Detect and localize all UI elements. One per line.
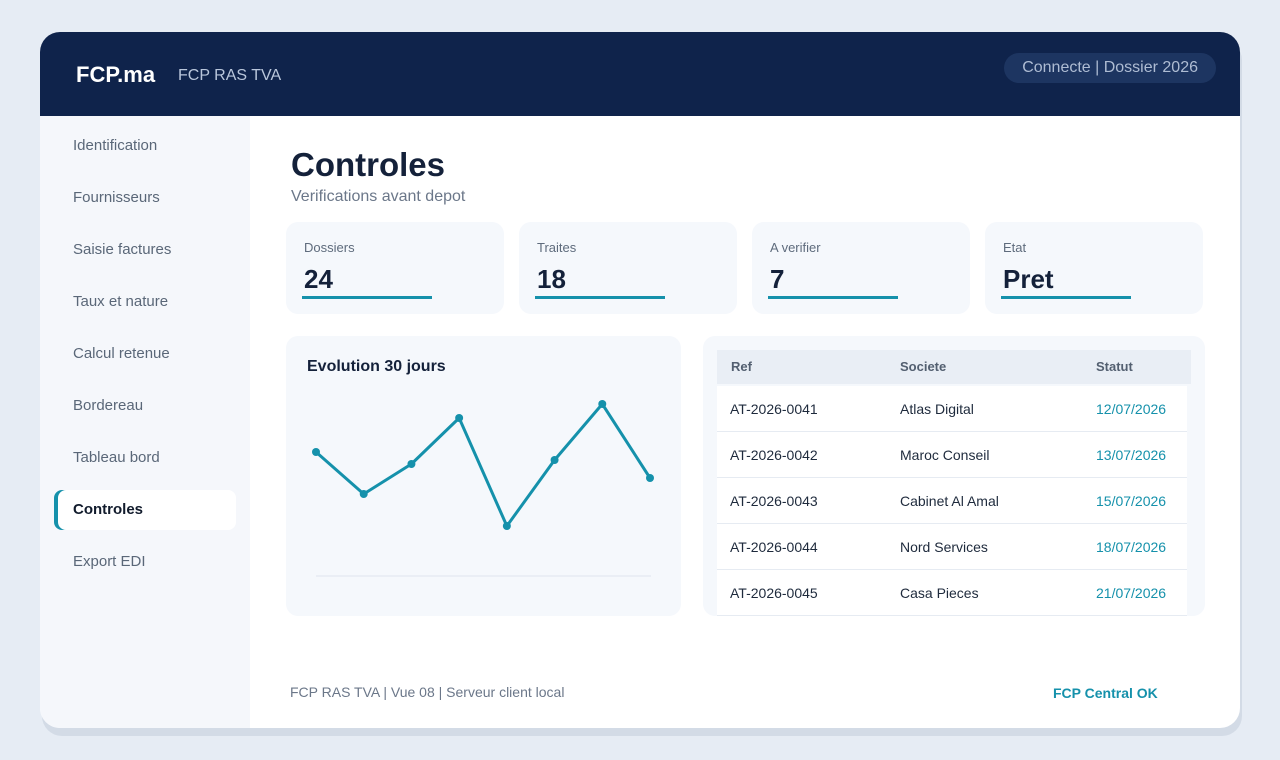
series-points — [312, 400, 654, 530]
table-header: Ref Societe Statut — [717, 350, 1191, 384]
table-row[interactable]: AT-2026-0043 Cabinet Al Amal 15/07/2026 — [717, 478, 1187, 524]
cell-ref: AT-2026-0044 — [730, 539, 818, 555]
top-bar: FCP.ma FCP RAS TVA Connecte | Dossier 20… — [40, 32, 1240, 116]
sidebar-item-export-edi[interactable]: Export EDI — [73, 553, 146, 570]
page-subtitle: Verifications avant depot — [291, 188, 466, 205]
sidebar: Identification Fournisseurs Saisie factu… — [40, 116, 250, 728]
kpi-value: Pret — [1003, 264, 1054, 294]
data-point[interactable] — [550, 456, 559, 464]
cell-ref: AT-2026-0045 — [730, 585, 818, 601]
sidebar-item-tableau-bord[interactable]: Tableau bord — [73, 449, 160, 466]
kpi-underline — [1001, 296, 1131, 299]
column-header-ref[interactable]: Ref — [731, 359, 752, 374]
cell-societe: Maroc Conseil — [900, 447, 990, 463]
sidebar-item-identification[interactable]: Identification — [73, 137, 158, 154]
sidebar-item-taux-et-nature[interactable]: Taux et nature — [73, 293, 169, 310]
table-row[interactable]: AT-2026-0041 Atlas Digital 12/07/2026 — [717, 386, 1187, 432]
kpi-card-etat: Etat Pret — [985, 222, 1203, 314]
connection-status-badge: Connecte | Dossier 2026 — [1004, 53, 1216, 83]
kpi-value: 24 — [304, 264, 333, 294]
cell-ref: AT-2026-0041 — [730, 401, 818, 417]
line-chart — [312, 400, 654, 577]
chart-title: Evolution 30 jours — [307, 358, 446, 375]
cell-societe: Nord Services — [900, 539, 988, 555]
kpi-label: Traites — [537, 240, 577, 255]
records-table: Ref Societe Statut AT-2026-0041 Atlas Di… — [703, 336, 1205, 616]
data-point[interactable] — [312, 448, 320, 456]
app-subtitle: FCP RAS TVA — [178, 67, 282, 84]
brand-logo[interactable]: FCP.ma — [76, 62, 156, 87]
sidebar-item-saisie-factures[interactable]: Saisie factures — [73, 241, 172, 258]
sidebar-item-controles[interactable]: Controles — [54, 490, 236, 530]
data-point[interactable] — [359, 490, 368, 498]
sidebar-item-calcul-retenue[interactable]: Calcul retenue — [73, 345, 170, 362]
data-point[interactable] — [598, 400, 607, 408]
sidebar-item-bordereau[interactable]: Bordereau — [73, 397, 144, 414]
kpi-underline — [535, 296, 665, 299]
series-line — [315, 402, 652, 528]
cell-ref: AT-2026-0043 — [730, 493, 818, 509]
kpi-label: A verifier — [770, 240, 821, 255]
column-header-statut[interactable]: Statut — [1096, 359, 1133, 374]
data-point[interactable] — [502, 522, 511, 530]
cell-statut: 13/07/2026 — [1096, 447, 1167, 463]
data-point[interactable] — [407, 460, 416, 468]
kpi-underline — [302, 296, 432, 299]
cell-statut: 21/07/2026 — [1096, 585, 1167, 601]
data-point[interactable] — [646, 474, 654, 482]
kpi-underline — [768, 296, 898, 299]
table-row[interactable]: AT-2026-0044 Nord Services 18/07/2026 — [717, 524, 1187, 570]
cell-statut: 18/07/2026 — [1096, 539, 1167, 555]
cell-statut: 12/07/2026 — [1096, 401, 1167, 417]
sidebar-item-fournisseurs[interactable]: Fournisseurs — [73, 189, 160, 206]
cell-statut: 15/07/2026 — [1096, 493, 1167, 509]
column-header-societe[interactable]: Societe — [900, 359, 947, 374]
kpi-card-a-verifier: A verifier 7 — [752, 222, 970, 314]
footer-info: FCP RAS TVA | Vue 08 | Serveur client lo… — [290, 684, 565, 700]
kpi-label: Dossiers — [304, 240, 355, 255]
app-window: FCP.ma FCP RAS TVA Connecte | Dossier 20… — [40, 32, 1240, 728]
table-row[interactable]: AT-2026-0042 Maroc Conseil 13/07/2026 — [717, 432, 1187, 478]
page-title: Controles — [291, 146, 446, 183]
server-status: FCP Central OK — [1053, 685, 1158, 701]
cell-ref: AT-2026-0042 — [730, 447, 818, 463]
chart-card: Evolution 30 jours — [286, 336, 681, 616]
data-point[interactable] — [455, 414, 464, 422]
kpi-value: 18 — [537, 264, 566, 294]
kpi-value: 7 — [770, 264, 785, 294]
cell-societe: Cabinet Al Amal — [900, 493, 999, 509]
kpi-label: Etat — [1003, 240, 1027, 255]
table-row[interactable]: AT-2026-0045 Casa Pieces 21/07/2026 — [717, 570, 1187, 616]
cell-societe: Casa Pieces — [900, 585, 979, 601]
kpi-card-dossiers: Dossiers 24 — [286, 222, 504, 314]
cell-societe: Atlas Digital — [900, 401, 974, 417]
kpi-card-traites: Traites 18 — [519, 222, 737, 314]
